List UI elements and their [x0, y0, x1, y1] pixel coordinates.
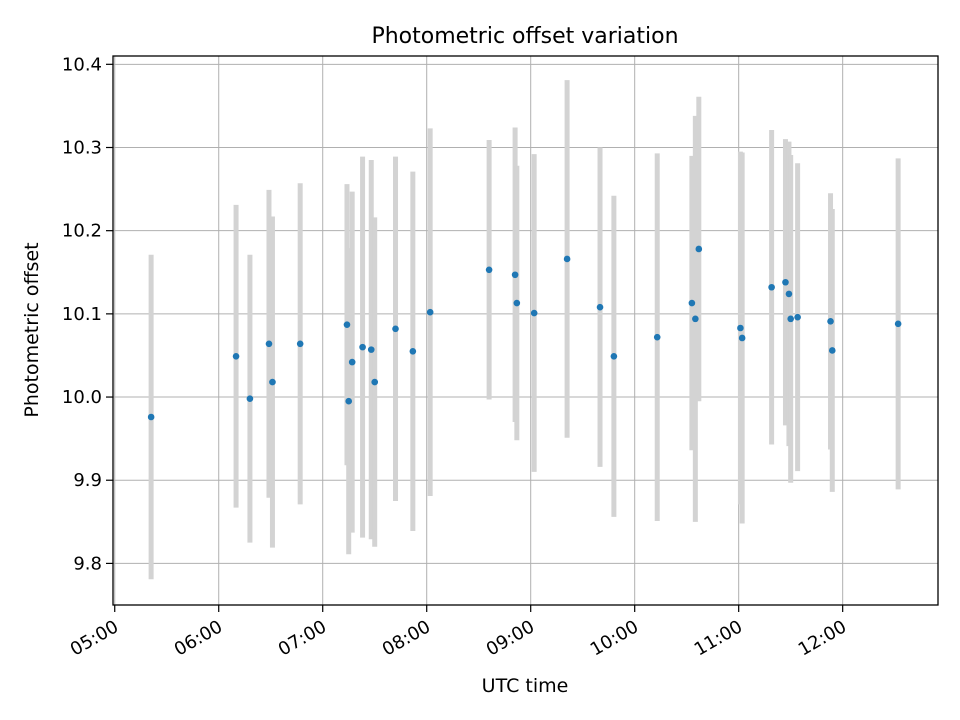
- data-point: [296, 340, 304, 348]
- y-tick-label: 10.4: [62, 54, 102, 75]
- data-point: [794, 313, 801, 321]
- data-point: [269, 378, 276, 386]
- data-points: [147, 245, 902, 421]
- data-point: [738, 334, 746, 342]
- y-tick-label: 10.0: [62, 387, 102, 408]
- data-point: [768, 283, 775, 291]
- data-point: [688, 299, 696, 307]
- y-axis-label: Photometric offset: [21, 242, 43, 417]
- y-tick-label: 9.9: [73, 470, 102, 491]
- data-point: [828, 347, 836, 354]
- data-point: [827, 318, 834, 325]
- data-point: [426, 308, 434, 316]
- data-point: [785, 290, 793, 298]
- data-point: [246, 395, 254, 403]
- data-point: [371, 378, 379, 386]
- data-point: [485, 266, 493, 274]
- y-tick-label: 9.8: [73, 553, 102, 574]
- data-point: [348, 358, 356, 366]
- y-tick-label: 10.1: [62, 304, 102, 325]
- data-point: [343, 321, 351, 328]
- plot-frame: [112, 55, 939, 606]
- data-point: [392, 325, 399, 333]
- data-point: [147, 413, 155, 421]
- data-point: [737, 324, 744, 332]
- x-axis-label: UTC time: [482, 675, 569, 697]
- data-point: [695, 245, 703, 253]
- y-tick-label: 10.2: [62, 221, 102, 242]
- data-point: [265, 340, 273, 348]
- data-point: [692, 315, 699, 323]
- data-point: [653, 333, 661, 341]
- data-point: [610, 352, 618, 360]
- data-point: [530, 309, 538, 317]
- data-point: [345, 397, 353, 405]
- data-point: [782, 278, 789, 286]
- data-point: [232, 352, 240, 360]
- chart-title: Photometric offset variation: [371, 24, 678, 49]
- data-point: [513, 299, 521, 307]
- data-point: [894, 320, 902, 328]
- data-point: [596, 303, 604, 311]
- data-point: [787, 315, 794, 323]
- data-point: [367, 346, 375, 353]
- data-point: [359, 343, 366, 351]
- y-tick-label: 10.3: [62, 138, 102, 159]
- data-point: [563, 255, 571, 263]
- data-point: [409, 347, 417, 355]
- data-point: [511, 271, 519, 279]
